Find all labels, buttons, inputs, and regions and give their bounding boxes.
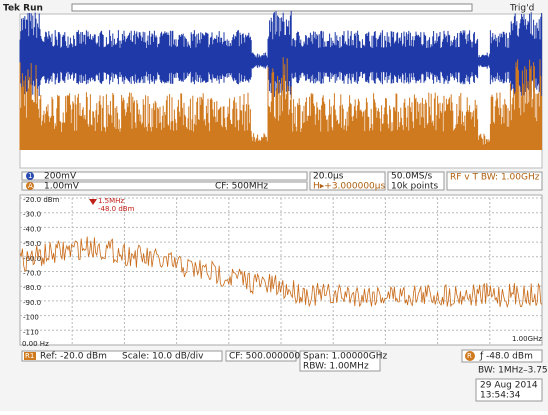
spectrum-trace [19,236,543,309]
ref-trace [19,57,543,150]
rate-box [387,171,445,191]
center-freq: CF: 500.000000MHz [229,352,320,362]
record-bar [71,3,473,12]
info-row1 [21,171,308,181]
time-box [309,171,386,191]
ref-badge [26,182,34,190]
marker-icon [89,199,97,205]
span: Span: 1.00000GHz [303,352,387,362]
y-label: -110 [23,328,39,336]
rf-bw: RF v T BW: 1.00GHz [450,173,540,183]
x-end: 1.00GHz [512,335,542,343]
ch1-badge [26,172,34,180]
trig-level: ƒ -48.0 dBm [479,352,533,362]
time: 13:54:34 [480,391,521,401]
time-pos: H▸+3.000000µs [313,182,385,192]
y-label: -60.0 [23,255,41,263]
y-label: -20.0 dBm [23,196,60,204]
spectrum: -20.0 dBm -30.0 -40.0 -50.0 -60.0 -70.0 -80.0 -… [19,196,543,345]
ch1-scale: 200mV [44,172,77,182]
info-row2 [21,181,308,191]
ch1-trace [19,10,543,98]
marker-level: -48.0 dBm [98,205,135,213]
span-box [299,350,381,372]
y-label: -100 [23,314,39,322]
record-length: 10k points [391,182,438,192]
run-status: Tek Run [3,4,43,14]
trig-badge [465,351,475,361]
time-scale: 20.0µs [313,172,344,182]
y-label: -30.0 [23,211,41,219]
rf-box [446,171,543,191]
y-label: -40.0 [23,225,41,233]
ref-id: A [28,182,33,190]
ref-id: R1 [25,352,34,360]
ref-bar [21,350,223,362]
waveforms [19,10,543,150]
sample-rate: 50.0MS/s [391,172,433,182]
trig-status: Trig'd [509,4,534,14]
y-label: -80.0 [23,284,41,292]
cf-box [225,350,297,362]
trig-box [461,349,543,363]
ch1-id: 1 [28,172,32,180]
y-label: -70.0 [23,270,41,278]
clock-box [475,378,543,402]
scale: Scale: 10.0 dB/div [122,352,204,362]
trig-id: R [467,352,472,360]
bandwidth: BW: 1MHz–3.75GHz [478,366,548,376]
info-cf: CF: 500MHz [215,182,268,192]
y-label: -90.0 [23,299,41,307]
date: 29 Aug 2014 [480,381,538,391]
ref-scale: 1.00mV [44,182,80,192]
y-label: -50.0 [23,240,41,248]
x-start: 0.00 Hz [22,340,49,348]
ref-badge [24,352,36,360]
rbw: RBW: 1.00MHz [303,362,369,372]
marker-freq: 1.5MHz [98,197,124,205]
ref-level: Ref: -20.0 dBm [40,352,107,362]
